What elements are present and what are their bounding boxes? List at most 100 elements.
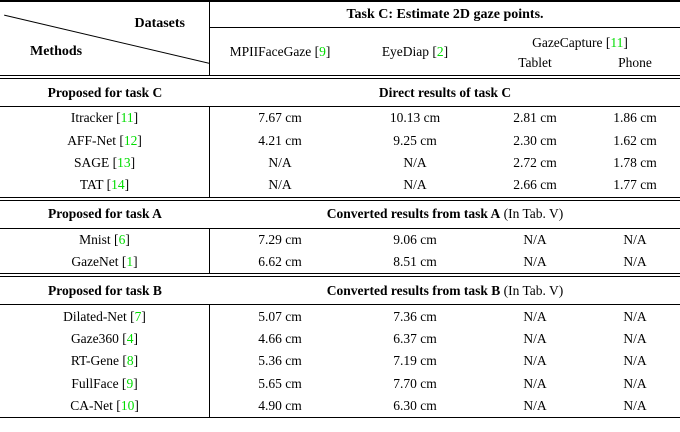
dataset-header-row: MPIIFaceGaze [9] EyeDiap [2] GazeCapture… [210,28,680,75]
table-row: Itracker [11] 7.67 cm 10.13 cm 2.81 cm 1.86 … [0,107,680,130]
datasets-label: Datasets [134,16,185,31]
value-cell: N/A [623,353,647,369]
value-cell: 1.86 cm [613,110,657,126]
citation-number[interactable]: 7 [134,308,142,324]
citation-number[interactable]: 13 [117,154,131,170]
value-cell: N/A [523,231,547,247]
citation-number[interactable]: 11 [610,35,624,50]
value-cell: 2.30 cm [513,132,557,148]
citation-number[interactable]: 9 [319,43,326,59]
citation-number[interactable]: 1 [126,254,134,270]
citation-number[interactable]: 9 [126,375,134,391]
method-cell: Itracker [11] [0,107,210,130]
column-header-tablet: Tablet [518,55,552,70]
table-header: Datasets Methods Task C: Estimate 2D gaz… [0,2,680,75]
value-cell: N/A [623,231,647,247]
section-right-header-bold: Converted results from task A [326,206,501,222]
value-cell: N/A [268,154,292,170]
section-right-header: Converted results from task A (In Tab. V… [210,206,680,222]
value-cell: 5.36 cm [258,353,302,369]
value-cell: 7.19 cm [393,353,437,369]
value-cell: N/A [523,375,547,391]
citation-number[interactable]: 4 [126,330,134,346]
citation-number[interactable]: 10 [120,398,135,414]
section-right-header: Converted results from task B (In Tab. V… [210,283,680,299]
table-row: TAT [14] N/A N/A 2.66 cm 1.77 cm [0,174,680,197]
value-cell: 7.29 cm [258,231,302,247]
section-left-header: Proposed for task B [48,282,162,298]
table-row: AFF-Net [12] 4.21 cm 9.25 cm 2.30 cm 1.62 cm [0,129,680,152]
column-header-mpiifacegaze: MPIIFaceGaze [9] [229,43,331,59]
value-cell: 1.78 cm [613,154,657,170]
value-cell: 5.07 cm [258,308,302,324]
section-right-header-bold: Direct results of task C [378,84,512,100]
table-row: Mnist [6] 7.29 cm 9.06 cm N/A N/A [0,228,680,251]
citation-number[interactable]: 12 [123,132,138,148]
section-right-header-note: (In Tab. V) [500,282,564,298]
section-separator-rule [0,196,680,201]
method-cell: TAT [14] [0,174,210,197]
gazecapture-subcolumns: Tablet Phone [480,51,680,75]
value-cell: 4.21 cm [258,132,302,148]
value-cell: 5.65 cm [258,375,302,391]
table-row: CA-Net [10] 4.90 cm 6.30 cm N/A N/A [0,394,680,418]
table-row: Dilated-Net [7] 5.07 cm 7.36 cm N/A N/A [0,305,680,328]
value-cell: 4.90 cm [258,398,302,414]
value-cell: 9.25 cm [393,132,437,148]
value-cell: 6.37 cm [393,330,437,346]
value-cell: 2.72 cm [513,154,557,170]
section-header-row: Proposed for task A Converted results fro… [0,201,680,228]
citation-number[interactable]: 11 [120,110,134,126]
table-body: Proposed for task C Direct results of tas… [0,75,680,418]
value-cell: 2.81 cm [513,110,557,126]
value-cell: 7.36 cm [393,308,437,324]
value-cell: 1.62 cm [613,132,657,148]
table-row: FullFace [9] 5.65 cm 7.70 cm N/A N/A [0,372,680,395]
value-cell: 6.30 cm [393,398,437,414]
value-cell: N/A [523,308,547,324]
citation-number[interactable]: 6 [118,231,126,247]
section-left-header: Proposed for task A [48,206,162,222]
method-cell: Dilated-Net [7] [0,305,210,328]
value-cell: 7.67 cm [258,110,302,126]
section-right-header-note: (In Tab. V) [500,206,564,222]
diagonal-line [0,2,209,75]
section-header-rule [0,227,680,229]
section-separator-rule [0,75,680,79]
header-right: Task C: Estimate 2D gaze points. MPIIFac… [210,2,680,75]
value-cell: N/A [403,154,427,170]
value-cell: 1.77 cm [613,177,657,193]
table-top-rule [0,0,680,2]
method-cell: GazeNet [1] [0,250,210,274]
value-cell: N/A [623,398,647,414]
column-header-gazecapture: GazeCapture [11] [532,35,628,50]
section-right-header-bold: Converted results from task B [326,282,501,298]
value-cell: N/A [523,353,547,369]
citation-number[interactable]: 2 [436,43,444,59]
table-row: GazeNet [1] 6.62 cm 8.51 cm N/A N/A [0,250,680,274]
value-cell: N/A [268,177,292,193]
value-cell: N/A [523,330,547,346]
section-right-header: Direct results of task C [210,85,680,101]
task-header-title: Task C: Estimate 2D gaze points. [210,2,680,28]
citation-number[interactable]: 14 [111,177,125,193]
method-cell: Gaze360 [4] [0,327,210,351]
method-cell: AFF-Net [12] [0,129,210,152]
column-header-eyediap: EyeDiap [2] [381,43,449,59]
methods-label: Methods [30,44,83,59]
column-header-phone: Phone [618,55,652,70]
value-cell: N/A [623,330,647,346]
value-cell: 2.66 cm [513,177,557,193]
section-header-rule [0,106,680,107]
section-header-row: Proposed for task B Converted results fro… [0,277,680,304]
method-cell: CA-Net [10] [0,394,210,418]
value-cell: 4.66 cm [258,330,302,346]
citation-number[interactable]: 8 [126,353,134,369]
value-cell: N/A [523,254,547,270]
method-cell: FullFace [9] [0,372,210,395]
value-cell: N/A [523,398,547,414]
value-cell: 6.62 cm [258,254,302,270]
value-cell: N/A [623,375,647,391]
table-row: RT-Gene [8] 5.36 cm 7.19 cm N/A N/A [0,350,680,373]
